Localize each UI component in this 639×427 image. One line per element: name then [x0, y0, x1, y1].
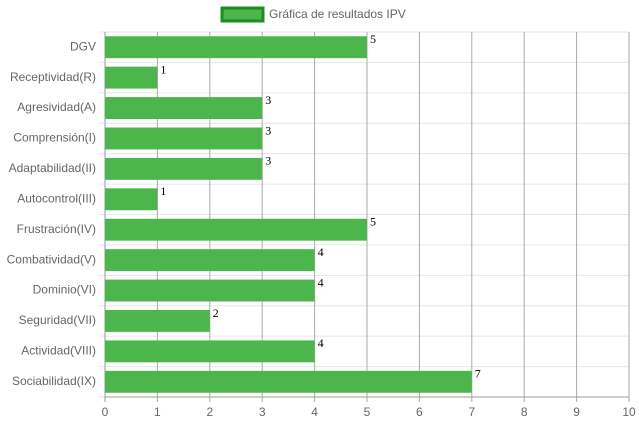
legend-label: Gráfica de resultados IPV [269, 7, 406, 21]
value-label: 1 [160, 184, 166, 198]
bar [105, 157, 263, 180]
y-tick-label: Adaptabilidad(II) [9, 161, 96, 175]
value-label: 5 [370, 215, 376, 229]
legend-swatch [220, 6, 265, 23]
x-tick-label: 2 [206, 405, 213, 419]
y-tick-label: Frustración(IV) [17, 222, 96, 236]
y-tick-label: Combatividad(V) [7, 252, 96, 266]
value-label: 4 [318, 245, 324, 259]
x-tick-label: 6 [416, 405, 423, 419]
value-label: 5 [370, 32, 376, 46]
bar [105, 218, 367, 241]
x-tick-label: 7 [468, 405, 475, 419]
bar [105, 66, 158, 89]
bar [105, 249, 315, 272]
bar [105, 36, 367, 59]
value-label: 3 [265, 123, 271, 137]
value-label: 3 [265, 93, 271, 107]
x-tick-label: 4 [311, 405, 318, 419]
x-tick-label: 9 [573, 405, 580, 419]
y-tick-label: Sociabilidad(IX) [12, 374, 96, 388]
y-tick-label: DGV [70, 39, 96, 53]
value-label: 7 [475, 367, 481, 381]
bar [105, 127, 263, 150]
value-label: 3 [265, 154, 271, 168]
bar [105, 97, 263, 119]
value-label: 1 [160, 62, 166, 76]
y-tick-label: Dominio(VI) [33, 283, 96, 297]
y-tick-label: Actividad(VIII) [21, 344, 96, 358]
x-tick-label: 5 [364, 405, 371, 419]
x-tick-label: 1 [154, 405, 161, 419]
y-tick-label: Agresividad(A) [17, 100, 96, 114]
bar [105, 340, 315, 363]
x-tick-label: 8 [521, 405, 528, 419]
bar [105, 310, 210, 332]
bar [105, 188, 158, 211]
x-tick-label: 10 [622, 405, 636, 419]
bar [105, 279, 315, 302]
value-label: 2 [213, 306, 219, 320]
y-tick-label: Receptividad(R) [10, 70, 96, 84]
x-tick-label: 3 [259, 405, 266, 419]
bar [105, 370, 472, 393]
x-tick-label: 0 [102, 405, 109, 419]
y-tick-label: Comprensión(I) [13, 131, 96, 145]
y-tick-label: Seguridad(VII) [19, 313, 96, 327]
y-tick-label: Autocontrol(III) [17, 191, 96, 205]
value-label: 4 [318, 336, 324, 350]
value-label: 4 [318, 275, 324, 289]
